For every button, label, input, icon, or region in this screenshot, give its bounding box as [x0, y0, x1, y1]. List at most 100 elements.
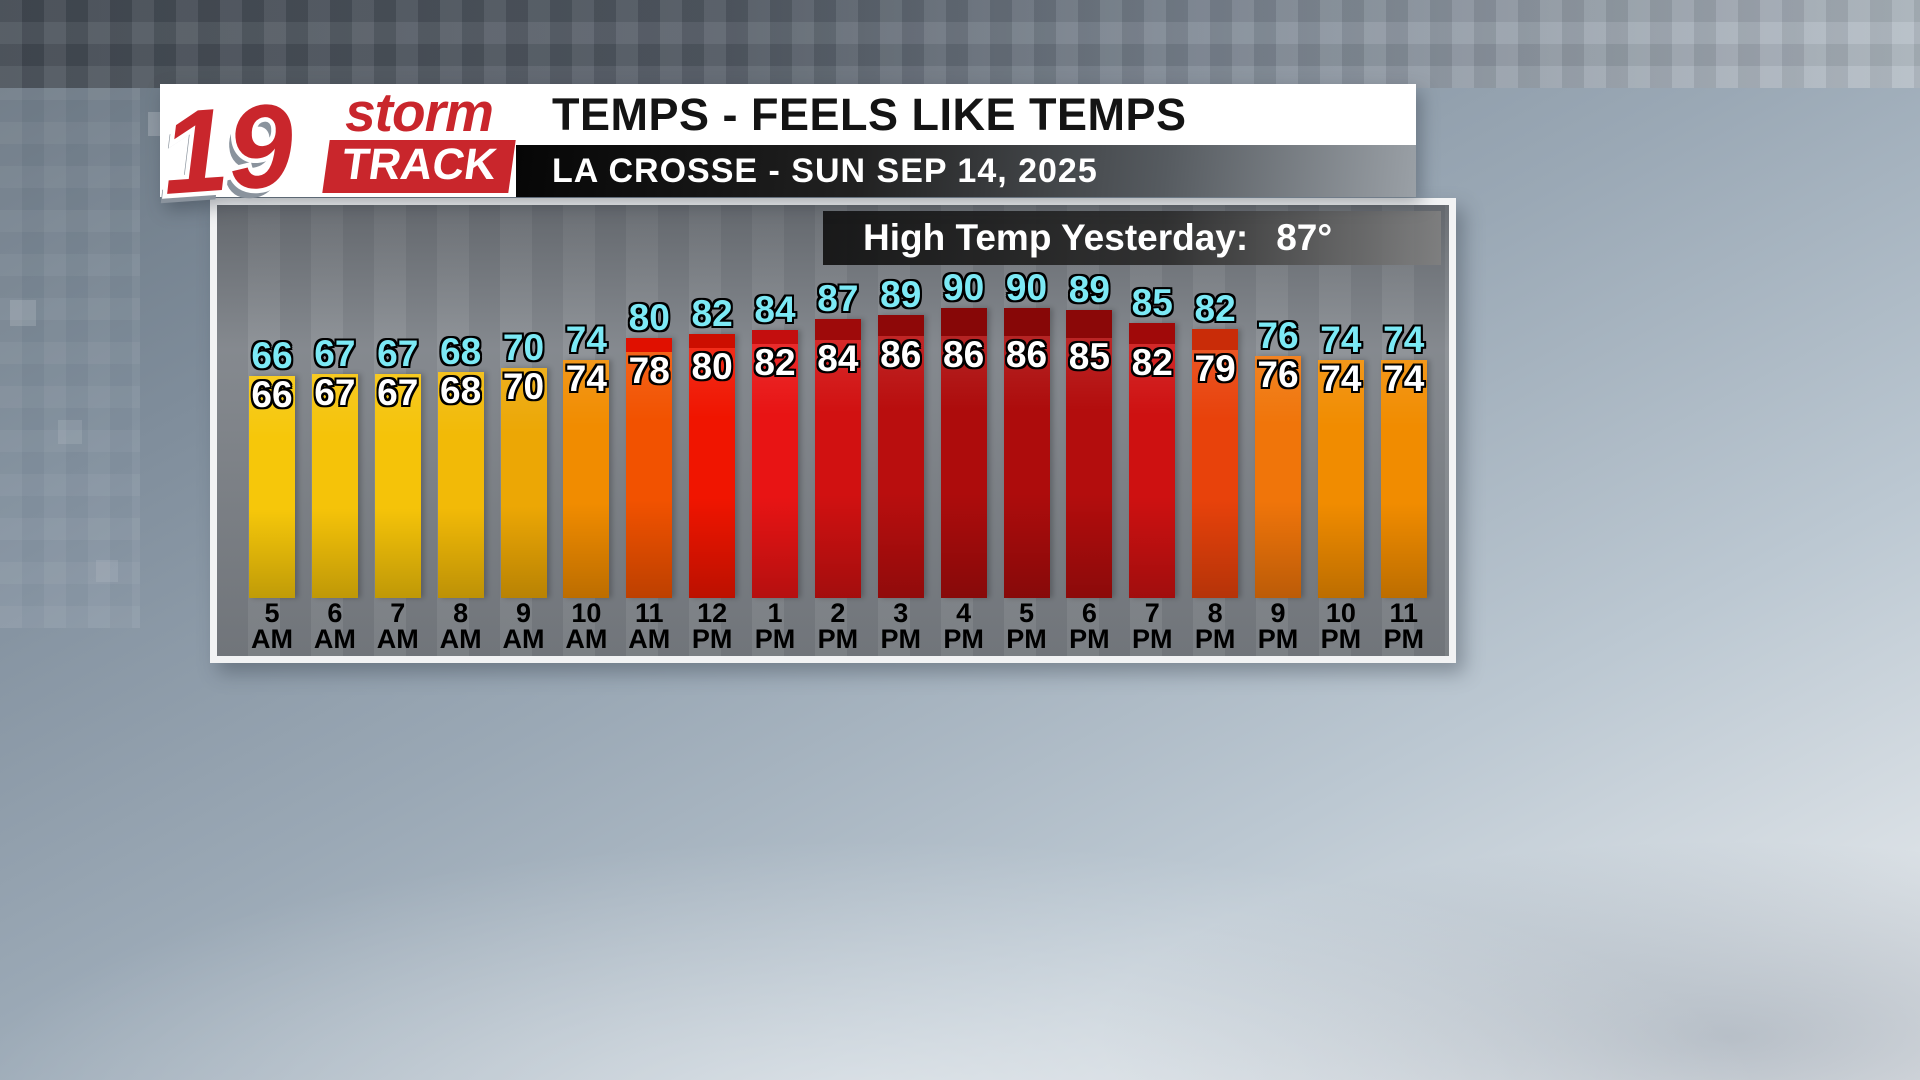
temp-bar-body: 86: [877, 336, 924, 598]
hour-label: 9 AM: [502, 598, 545, 654]
feels-like-value: 68: [440, 331, 482, 372]
hour-label: 10 PM: [1320, 598, 1362, 654]
temp-bar-body: 82: [1129, 342, 1176, 598]
background-pixel: [96, 560, 118, 582]
temp-bar-body: 70: [500, 368, 547, 598]
temp-value: 67: [314, 372, 356, 413]
temp-bar: 70: [500, 368, 547, 598]
temp-bar-body: 86: [940, 334, 987, 598]
temp-bar-body: 79: [1192, 348, 1239, 598]
temp-bar: 67: [311, 372, 358, 598]
temp-bar: 85: [1066, 310, 1113, 598]
bar-column: 68 68 8 AM: [430, 331, 492, 654]
title-bar: TEMPS - FEELS LIKE TEMPS: [516, 84, 1416, 145]
feels-like-value: 89: [880, 274, 922, 315]
temp-bar: 74: [1380, 358, 1427, 598]
temp-bar: 78: [626, 338, 673, 598]
logo-storm-text: storm: [345, 81, 494, 143]
temp-value: 85: [1068, 336, 1110, 377]
feels-like-value: 80: [628, 297, 670, 338]
chart-panel: High Temp Yesterday: 87° 66 66 5 AM 67 67 6 AM 6…: [210, 198, 1456, 663]
logo-track-text: TRACK: [322, 140, 516, 193]
temp-value: 74: [1383, 358, 1425, 399]
feels-like-value: 70: [502, 327, 545, 368]
badge-value: 87°: [1276, 217, 1333, 258]
bar-column: 74 74 11 PM: [1373, 319, 1435, 652]
bar-column: 90 86 4 PM: [933, 267, 995, 654]
temp-bar: 79: [1192, 329, 1239, 598]
temp-value: 79: [1194, 348, 1236, 389]
subtitle-bar: LA CROSSE - SUN SEP 14, 2025: [516, 145, 1416, 197]
logo-19-number: 19: [158, 79, 299, 220]
temp-value: 66: [251, 374, 293, 415]
header: 19 19 storm TRACK TEMPS - FEELS LIKE TEM…: [151, 75, 1416, 229]
background-pixel: [58, 420, 82, 444]
temp-bar: 82: [752, 330, 798, 598]
temp-value: 82: [1131, 342, 1173, 383]
feels-like-cap: [814, 319, 861, 340]
feels-like-cap: [752, 330, 798, 344]
temp-value: 78: [628, 350, 670, 391]
hour-label: 4 PM: [943, 598, 984, 654]
temp-value: 76: [1257, 354, 1299, 395]
feels-like-cap: [1192, 329, 1239, 350]
bar-column: 67 67 6 AM: [304, 333, 366, 652]
temp-bar: 86: [940, 308, 987, 598]
temp-bar-body: 67: [311, 372, 358, 598]
temp-bar: 74: [563, 360, 610, 598]
title-block: TEMPS - FEELS LIKE TEMPS LA CROSSE - SUN…: [516, 84, 1416, 197]
feels-like-value: 90: [1005, 267, 1048, 308]
logo-wordmark: storm TRACK: [322, 81, 516, 193]
bar-column: 84 82 1 PM: [744, 291, 806, 652]
background-texture-top: [0, 0, 1920, 88]
temp-bar-body: 74: [1380, 358, 1427, 598]
feels-like-value: 85: [1131, 282, 1173, 323]
hour-label: 8 AM: [439, 598, 482, 654]
hour-label: 5 PM: [1006, 598, 1047, 654]
bars-container: 66 66 5 AM 67 67 6 AM 67 67 7 AM 68 68 8 AM 70 70 9 AM 74 74 1…: [241, 245, 1435, 654]
badge-label: High Temp Yesterday:: [863, 217, 1249, 258]
feels-like-value: 76: [1257, 315, 1299, 356]
feels-like-value: 74: [1383, 319, 1425, 360]
temp-bar: 74: [1317, 358, 1364, 598]
temp-value: 86: [943, 334, 985, 375]
bar-column: 89 86 3 PM: [870, 274, 932, 654]
bar-column: 89 85 6 PM: [1058, 269, 1120, 652]
feels-like-cap: [689, 334, 736, 348]
temp-value: 80: [691, 346, 733, 387]
feels-like-value: 87: [817, 278, 859, 319]
temp-bar-body: 68: [437, 372, 484, 598]
bar-column: 67 67 7 AM: [367, 335, 429, 652]
feels-like-value: 67: [314, 333, 356, 374]
feels-like-cap: [940, 308, 987, 336]
temp-bar: 86: [877, 315, 924, 598]
bar-column: 76 76 9 PM: [1247, 315, 1309, 654]
feels-like-value: 82: [691, 293, 733, 334]
temp-bar-body: 86: [1003, 336, 1050, 598]
bar-column: 74 74 10 PM: [1310, 321, 1372, 654]
hour-label: 10 AM: [565, 598, 608, 654]
feels-like-value: 89: [1068, 269, 1110, 310]
hour-label: 3 PM: [880, 598, 922, 654]
temp-bar: 84: [814, 319, 861, 598]
hour-label: 5 AM: [251, 598, 293, 654]
hour-label: 8 PM: [1194, 598, 1236, 654]
temp-bar: 68: [437, 372, 484, 598]
hour-label: 9 PM: [1257, 598, 1299, 654]
temp-bar: 82: [1129, 323, 1176, 598]
bar-column: 82 80 12 PM: [681, 293, 743, 652]
temp-bar-body: 67: [374, 374, 421, 598]
feels-like-value: 66: [251, 335, 293, 376]
temp-bar-body: 74: [1317, 358, 1364, 598]
high-temp-badge: High Temp Yesterday: 87°: [823, 211, 1441, 265]
feels-like-value: 90: [943, 267, 985, 308]
temp-value: 82: [754, 342, 796, 383]
bar-column: 87 84 2 PM: [807, 278, 869, 652]
temp-bar-body: 82: [752, 344, 798, 598]
temp-bar: 76: [1255, 356, 1301, 598]
temp-value: 74: [1320, 358, 1362, 399]
hour-label: 11 AM: [628, 598, 671, 654]
temp-bar-body: 76: [1255, 356, 1301, 598]
temp-bar-body: 85: [1066, 336, 1113, 598]
